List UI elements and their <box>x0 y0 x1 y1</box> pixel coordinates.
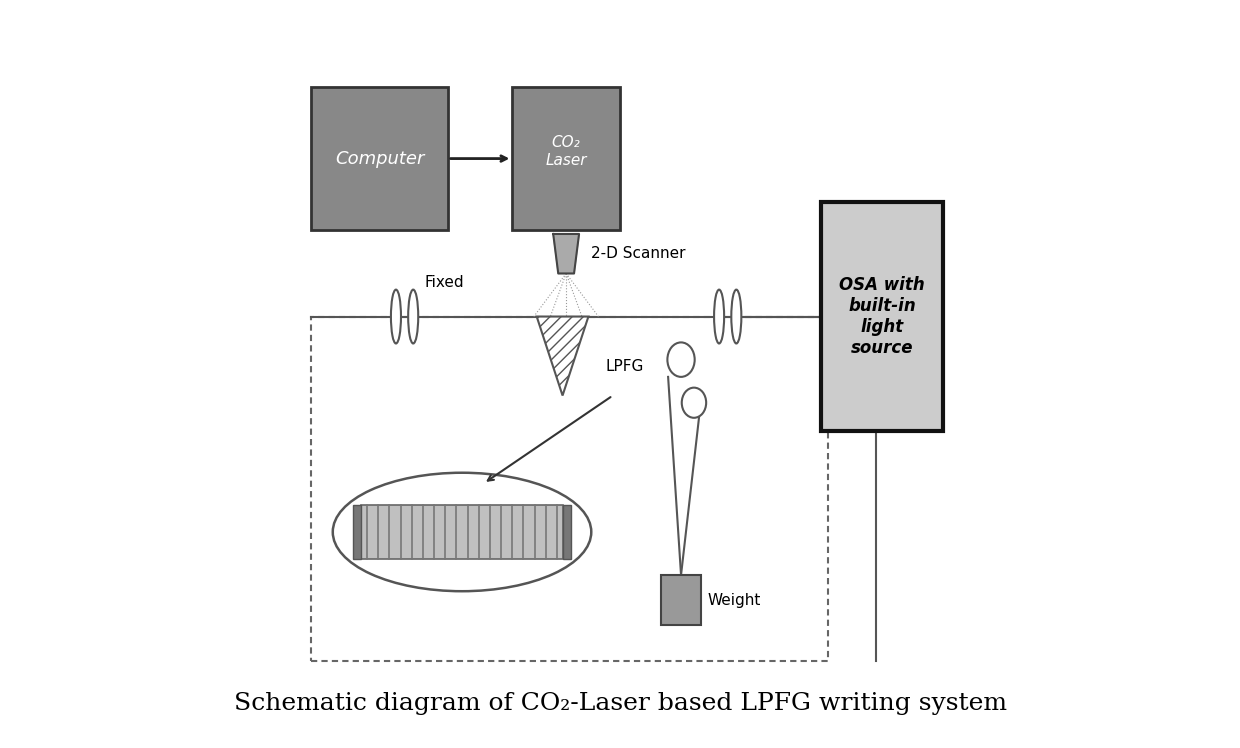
Bar <box>353 505 362 559</box>
Ellipse shape <box>332 473 591 591</box>
Text: Schematic diagram of CO₂-Laser based LPFG writing system: Schematic diagram of CO₂-Laser based LPF… <box>233 692 1007 714</box>
Text: Weight: Weight <box>708 592 761 607</box>
Text: OSA with
built-in
light
source: OSA with built-in light source <box>839 276 925 357</box>
Text: Computer: Computer <box>335 150 424 168</box>
Ellipse shape <box>714 289 724 343</box>
Bar <box>512 87 620 230</box>
Bar <box>311 87 448 230</box>
Bar <box>821 202 944 432</box>
Bar <box>563 505 572 559</box>
Ellipse shape <box>667 343 694 377</box>
Polygon shape <box>537 316 589 396</box>
Text: LPFG: LPFG <box>605 359 644 374</box>
Ellipse shape <box>732 289 742 343</box>
Bar <box>311 316 828 661</box>
Text: 2-D Scanner: 2-D Scanner <box>591 246 686 261</box>
Bar <box>661 575 701 625</box>
Polygon shape <box>553 234 579 274</box>
Ellipse shape <box>408 289 418 343</box>
Ellipse shape <box>682 387 706 418</box>
Ellipse shape <box>391 289 401 343</box>
Text: Fixed: Fixed <box>424 275 464 289</box>
Bar <box>362 505 563 559</box>
Text: CO₂
Laser: CO₂ Laser <box>546 135 587 168</box>
